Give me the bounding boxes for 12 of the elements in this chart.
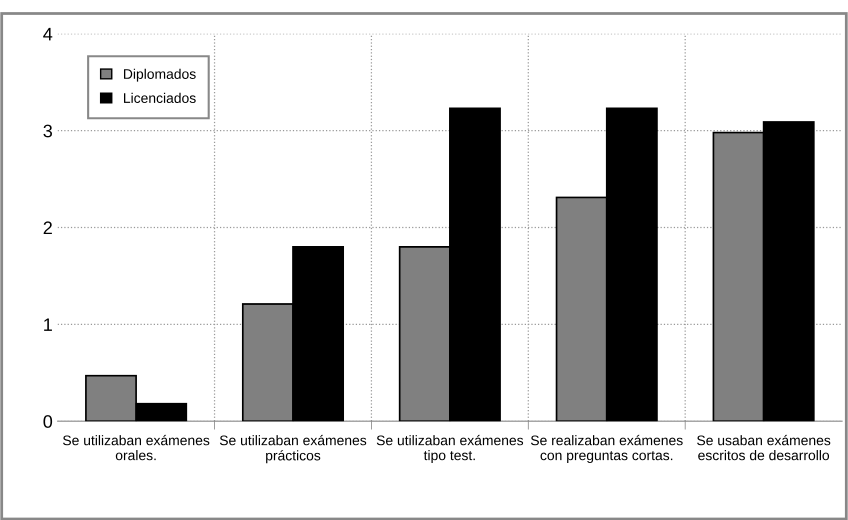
y-tick-label: 0 (43, 415, 52, 428)
y-tick-label: 1 (44, 318, 52, 331)
x-tick-label: Se utilizaban exámenes orales. (63, 434, 210, 460)
x-tick-label: Se utilizaban exámenes tipo test. (376, 434, 524, 463)
x-tick-label: Se utilizaban exámenes prácticos (220, 434, 366, 464)
x-tick-label: Se usaban exámenes escritos de desarrollo (697, 434, 830, 460)
y-tick-label: 4 (43, 28, 52, 40)
legend-label: Licenciados (124, 92, 196, 103)
y-tick-label: 2 (44, 221, 52, 234)
x-tick-label: Se realizaban exámenes con preguntas cortas. (530, 434, 683, 463)
legend-label: Diplomados (124, 68, 196, 82)
y-tick-label: 3 (43, 124, 52, 138)
